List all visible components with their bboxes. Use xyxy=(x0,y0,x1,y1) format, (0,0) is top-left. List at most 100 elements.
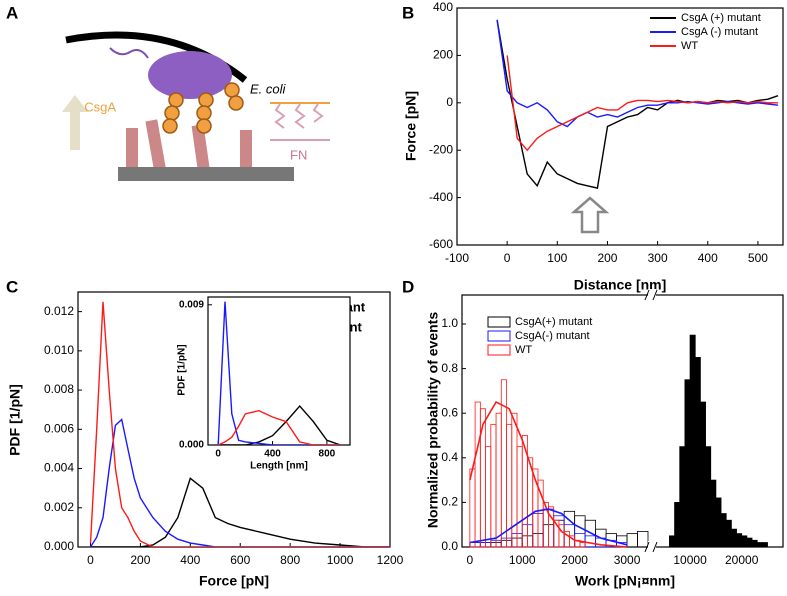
histogram-bar xyxy=(741,535,748,548)
legend-swatch xyxy=(487,330,511,342)
y-tick-label: 400 xyxy=(433,0,453,14)
axis-break-mark xyxy=(644,289,658,301)
x-tick-label: 200 xyxy=(597,251,617,265)
series-line xyxy=(218,405,341,445)
y-tick-label: 0.2 xyxy=(441,495,458,509)
fn-schematic xyxy=(270,102,330,141)
y-tick-label: 0.0 xyxy=(441,539,458,553)
panel-label: B xyxy=(402,3,414,22)
fibronectin xyxy=(126,119,252,176)
axis-break xyxy=(648,541,656,553)
panel-label: A xyxy=(6,3,18,22)
x-tick-label: 800 xyxy=(319,449,336,460)
y-tick-label: 0.012 xyxy=(44,304,74,318)
legend-label: CsgA (+) mutant xyxy=(681,12,761,24)
protein xyxy=(148,51,232,99)
series-line xyxy=(217,301,341,445)
legend-label: CsgA(-) mutant xyxy=(515,330,590,342)
axis-break-mark xyxy=(644,541,658,553)
x-tick-label: 20000 xyxy=(725,553,759,567)
histogram-bar xyxy=(761,542,768,548)
csga-beads xyxy=(162,82,244,134)
panel-label: C xyxy=(6,277,18,296)
histogram-bar xyxy=(730,528,737,548)
y-axis-label: Force [pN] xyxy=(403,91,419,161)
x-tick-label: 2000 xyxy=(561,553,588,567)
y-axis-label: Normalized probability of events xyxy=(425,312,441,528)
histogram-bar xyxy=(679,446,686,548)
diagram-label: CsgA xyxy=(84,99,116,114)
x-tick-label: 0 xyxy=(215,449,221,460)
histogram-bar xyxy=(469,468,476,548)
x-tick-label: 0 xyxy=(467,553,474,567)
annotation-arrow xyxy=(570,196,610,234)
histogram-bar xyxy=(736,533,743,548)
histogram-bar xyxy=(699,401,706,548)
x-tick-label: 300 xyxy=(648,251,668,265)
y-tick-label: 0.008 xyxy=(44,382,74,396)
x-tick-label: 3000 xyxy=(614,553,641,567)
histogram-bar xyxy=(474,401,481,548)
y-tick-label: 0.006 xyxy=(44,421,74,435)
series-line xyxy=(90,477,390,547)
x-tick-label: 600 xyxy=(230,553,250,567)
y-tick-label: 0 xyxy=(446,95,453,109)
y-tick-label: 0.000 xyxy=(44,539,74,553)
x-tick-label: 800 xyxy=(280,553,300,567)
y-tick-label: 0.009 xyxy=(179,299,204,310)
y-tick-label: 0.004 xyxy=(44,461,74,475)
x-axis-label: Length [nm] xyxy=(250,461,308,472)
y-tick-label: 0.6 xyxy=(441,405,458,419)
series-line xyxy=(506,55,778,152)
histogram-bar xyxy=(746,537,753,548)
histogram-bar xyxy=(705,446,712,548)
x-tick-label: 400 xyxy=(264,449,281,460)
histogram-bar xyxy=(751,539,758,548)
histogram-bar xyxy=(626,533,638,548)
y-tick-label: 0.4 xyxy=(441,450,458,464)
histogram-bar xyxy=(725,519,732,548)
histogram-bar xyxy=(516,446,523,548)
y-tick-label: -200 xyxy=(429,142,453,156)
flagellum xyxy=(109,47,149,59)
inset-frame xyxy=(207,296,351,446)
y-axis-label: PDF [1/pN] xyxy=(177,344,188,395)
y-tick-label: 0.000 xyxy=(179,440,204,451)
series-line xyxy=(496,19,779,189)
legend-label: CsgA(+) mutant xyxy=(515,316,592,328)
y-tick-label: 0.8 xyxy=(441,361,458,375)
histogram-bar xyxy=(684,379,691,548)
histogram-bar xyxy=(720,513,727,548)
y-tick-label: -600 xyxy=(429,237,453,251)
y-tick-label: 0.002 xyxy=(44,500,74,514)
x-axis-label: Work [pN¡¤nm] xyxy=(575,573,675,589)
histogram-bar xyxy=(756,542,763,548)
x-tick-label: 1000 xyxy=(509,553,536,567)
histogram-bar xyxy=(694,357,701,548)
x-tick-label: 400 xyxy=(698,251,718,265)
series-line xyxy=(89,301,390,547)
histogram-bar xyxy=(637,530,649,548)
arrow xyxy=(62,95,88,150)
legend-swatch xyxy=(487,316,511,328)
diagram: E. coli CsgA FN xyxy=(62,31,330,181)
y-tick-label: -400 xyxy=(429,190,453,204)
legend-swatch xyxy=(487,344,511,356)
series-line xyxy=(217,409,341,445)
x-tick-label: 10000 xyxy=(673,553,707,567)
x-tick-label: 100 xyxy=(547,251,567,265)
histogram-bar xyxy=(485,446,492,548)
diagram-label: FN xyxy=(290,147,307,162)
panel-label: D xyxy=(402,277,414,296)
legend-label: WT xyxy=(515,344,532,356)
y-tick-label: 200 xyxy=(433,48,453,62)
x-tick-label: -100 xyxy=(445,251,469,265)
x-tick-label: 200 xyxy=(130,553,150,567)
diagram-label: E. coli xyxy=(250,81,287,96)
x-axis-label: Force [pN] xyxy=(199,573,269,589)
x-tick-label: 1200 xyxy=(377,553,404,567)
x-tick-label: 1000 xyxy=(327,553,354,567)
axis-break xyxy=(648,289,656,301)
y-tick-label: 1.0 xyxy=(441,316,458,330)
